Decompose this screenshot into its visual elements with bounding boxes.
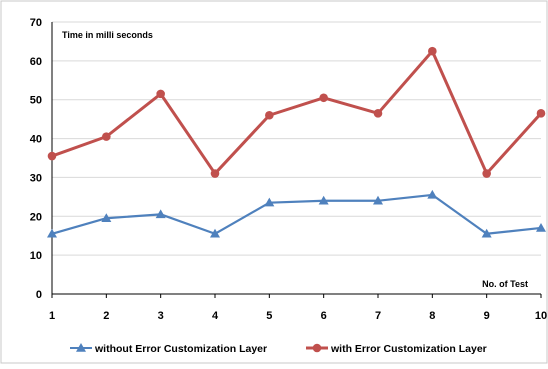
x-tick-label: 3	[158, 310, 164, 322]
data-point-triangle	[427, 189, 438, 199]
data-point-triangle	[481, 228, 492, 238]
series-layer	[47, 46, 546, 238]
y-axis-label: Time in milli seconds	[62, 30, 153, 40]
data-point-triangle	[536, 222, 546, 232]
series-line	[51, 49, 543, 176]
data-point-circle	[428, 46, 437, 56]
data-point-triangle	[47, 228, 57, 238]
legend: without Error Customization Layer with Er…	[70, 343, 487, 355]
y-tick-label: 40	[30, 134, 42, 146]
x-tick-label: 7	[375, 310, 381, 322]
legend-label: with Error Customization Layer	[330, 343, 487, 355]
data-point-circle	[482, 169, 491, 178]
data-point-triangle	[373, 195, 383, 205]
data-point-circle	[536, 109, 546, 118]
x-tick-label: 8	[429, 310, 435, 322]
data-point-triangle	[155, 209, 166, 219]
x-tick-label: 4	[212, 310, 219, 322]
y-tick-label: 60	[30, 56, 42, 68]
legend-marker	[76, 343, 86, 352]
legend-marker	[312, 343, 322, 353]
data-point-circle	[156, 89, 165, 99]
series-line	[51, 193, 542, 235]
y-tick-label: 50	[30, 95, 42, 107]
legend-label: without Error Customization Layer	[94, 343, 267, 355]
x-tick-label: 10	[535, 310, 547, 322]
y-tick-label: 0	[36, 289, 42, 301]
data-point-circle	[47, 151, 57, 161]
data-point-circle	[102, 132, 111, 141]
legend-entry-2: with Error Customization Layer	[306, 343, 487, 355]
data-point-circle	[210, 169, 220, 178]
data-point-circle	[319, 93, 328, 103]
data-point-triangle	[264, 197, 275, 207]
y-tick-label: 10	[30, 250, 42, 262]
data-point-circle	[265, 110, 274, 120]
x-tick-label: 2	[103, 310, 109, 322]
x-axis-label: No. of Test	[482, 279, 528, 289]
x-tick-label: 9	[484, 310, 490, 322]
x-tick-label: 1	[49, 310, 55, 322]
x-tick-label: 6	[321, 310, 327, 322]
data-point-circle	[373, 109, 383, 118]
y-tick-label: 30	[30, 172, 42, 184]
data-point-triangle	[318, 195, 329, 205]
y-tick-label: 20	[30, 211, 42, 223]
x-tick-label: 5	[266, 310, 272, 322]
axis-layer: 0 10 20 30 40 50 60 70 1 2 3 4 5 6 7 8 9 10	[30, 17, 547, 322]
series-2	[47, 46, 546, 178]
data-point-triangle	[210, 228, 220, 238]
y-tick-label: 70	[30, 17, 42, 29]
data-point-triangle	[101, 213, 112, 222]
legend-entry-1: without Error Customization Layer	[70, 343, 267, 355]
series-1	[47, 189, 546, 238]
